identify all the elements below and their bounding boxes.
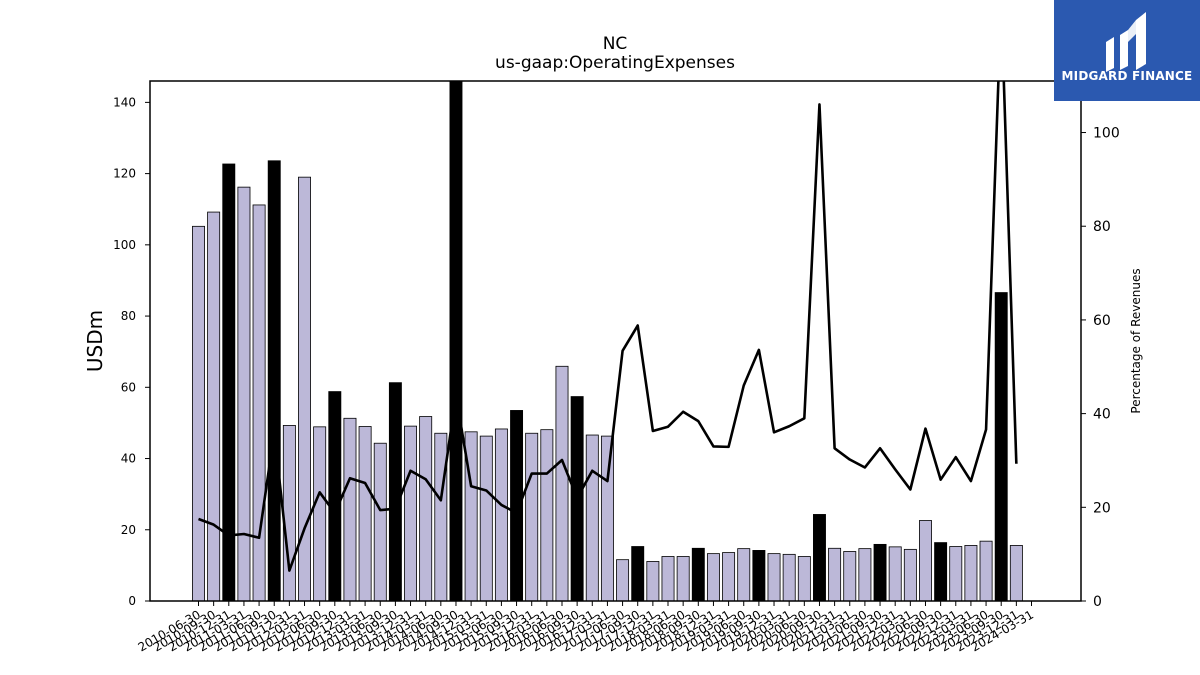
y-tick-label: 0 <box>128 594 136 608</box>
y2-tick-label: 20 <box>1093 500 1111 516</box>
y2-tick-label: 80 <box>1093 219 1111 235</box>
bar-2023-12-31 <box>1009 545 1023 602</box>
bar-2018-09-30 <box>691 547 705 602</box>
bar-2011-03-31 <box>237 186 251 602</box>
bar-2023-03-31 <box>964 545 978 602</box>
bar-2020-09-30 <box>813 514 826 602</box>
bar-2013-12-31 <box>404 425 418 602</box>
bar-2014-09-30 <box>449 80 463 602</box>
bar-2015-09-30 <box>510 410 524 602</box>
bar-2013-09-30 <box>388 382 402 602</box>
brand-logo: MIDGARD FINANCE <box>1054 0 1200 101</box>
bar-2011-06-30 <box>252 204 266 602</box>
bar-2019-03-31 <box>722 552 736 602</box>
bar-2017-06-30 <box>616 559 630 602</box>
y-tick-label: 20 <box>121 523 136 537</box>
bar-2021-09-30 <box>873 543 887 602</box>
axes: 0204060801001201400204060801002010-06-30… <box>113 80 1120 654</box>
bar-2010-09-30 <box>207 211 221 602</box>
bar-2015-03-31 <box>479 435 493 602</box>
bar-2012-06-30 <box>313 426 327 602</box>
y2-axis-label: Percentage of Revenues <box>1129 268 1143 413</box>
y-tick-label: 60 <box>121 380 136 394</box>
bar-2018-06-30 <box>676 556 690 602</box>
bar-2016-03-31 <box>540 429 554 602</box>
bar-2013-03-31 <box>358 426 372 602</box>
bar-2017-12-31 <box>646 561 660 602</box>
bar-2016-06-30 <box>555 365 569 602</box>
chart-title: NC <box>603 34 628 54</box>
bar-2019-06-30 <box>737 548 751 602</box>
bar-2015-12-31 <box>525 432 539 602</box>
y2-tick-label: 0 <box>1093 594 1102 610</box>
chart-subtitle: us-gaap:OperatingExpenses <box>495 53 735 73</box>
y-tick-label: 140 <box>113 95 136 109</box>
bar-2017-03-31 <box>600 435 614 602</box>
bar-2021-03-31 <box>843 551 857 602</box>
bar-2019-09-30 <box>752 550 766 602</box>
y-tick-label: 100 <box>113 238 136 252</box>
bar-2020-03-31 <box>782 553 796 602</box>
bar-2022-03-31 <box>903 548 917 602</box>
bar-2012-09-30 <box>328 391 342 602</box>
brand-name: MIDGARD FINANCE <box>1061 69 1193 83</box>
bar-2015-06-30 <box>494 428 508 602</box>
bar-2018-12-31 <box>706 553 720 602</box>
y-tick-label: 80 <box>121 309 136 323</box>
y-tick-label: 120 <box>113 167 136 181</box>
plot-frame <box>149 80 1082 602</box>
bar-2012-12-31 <box>343 417 357 602</box>
bars <box>192 80 1023 602</box>
bar-2018-03-31 <box>661 556 675 602</box>
bar-2014-06-30 <box>434 432 448 602</box>
bar-2023-06-30 <box>979 540 993 602</box>
bar-2022-06-30 <box>919 520 932 602</box>
y-tick-label: 40 <box>121 452 136 466</box>
y2-tick-label: 60 <box>1093 313 1111 329</box>
bar-2022-09-30 <box>934 542 948 602</box>
y-axis-label: USDm <box>83 310 107 372</box>
bar-2016-12-31 <box>585 434 599 602</box>
bar-2021-06-30 <box>858 548 872 602</box>
bar-2014-03-31 <box>419 416 433 602</box>
bar-2020-06-30 <box>797 556 811 602</box>
ratio-line <box>198 81 1018 572</box>
bar-2011-12-31 <box>282 425 296 602</box>
bar-2011-09-30 <box>267 160 281 602</box>
bar-2023-09-30 <box>994 292 1008 602</box>
logo-mark-icon <box>1106 12 1146 72</box>
bar-2020-12-31 <box>828 547 842 602</box>
bar-2022-12-31 <box>949 546 963 602</box>
y2-tick-label: 100 <box>1093 126 1120 142</box>
bar-2017-09-30 <box>631 546 645 602</box>
bar-2021-12-31 <box>888 546 902 602</box>
bar-2019-12-31 <box>767 553 781 602</box>
bar-2013-06-30 <box>373 442 387 602</box>
y2-tick-label: 40 <box>1093 407 1111 423</box>
bar-2010-06-30 <box>192 225 205 602</box>
ratio-line-layer <box>198 81 1018 572</box>
